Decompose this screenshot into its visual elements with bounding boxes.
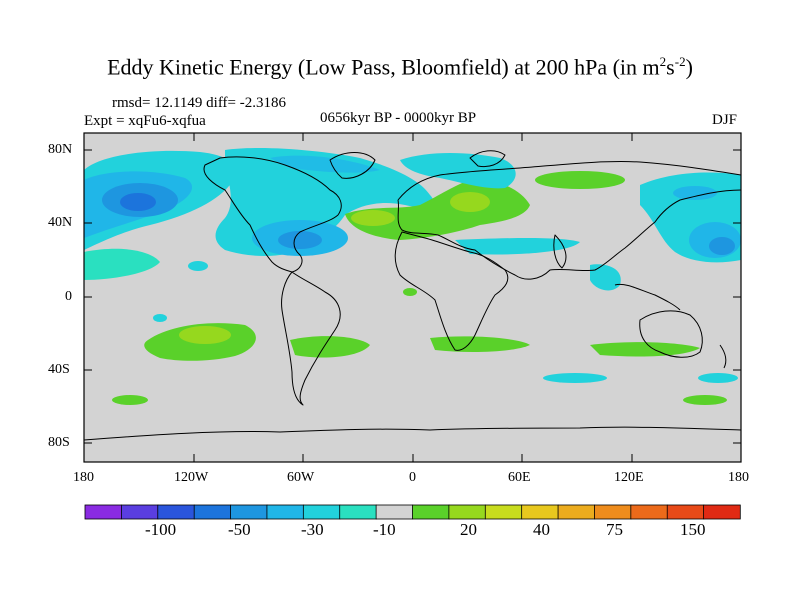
colorbar-label: 40 [533, 520, 550, 539]
colorbar-swatch [193, 504, 232, 520]
colorbar-label: -10 [373, 520, 396, 539]
x-tick-label: 180 [73, 470, 94, 485]
atlantic-small-positive [403, 288, 417, 296]
antarctica-coastline [84, 426, 741, 441]
south-atlantic-positive [430, 336, 530, 353]
colorbar [84, 504, 741, 520]
axis-ticks [84, 133, 741, 462]
y-tick-label: 40S [48, 362, 70, 377]
china-anomaly [590, 264, 621, 291]
colorbar-swatch [302, 504, 341, 520]
x-tick-label: 60E [508, 470, 531, 485]
colorbar-swatch [266, 504, 305, 520]
colorbar-swatch [157, 504, 195, 520]
small-negative-anomaly [153, 314, 167, 322]
colorbar-swatch [666, 504, 705, 520]
colorbar-swatch [484, 504, 523, 520]
colorbar-swatch [594, 504, 632, 520]
south-america-positive [290, 336, 370, 358]
colorbar-label: -100 [145, 520, 177, 539]
x-tick-label: 0 [409, 470, 416, 485]
season-label: DJF [712, 112, 738, 128]
coastlines [84, 150, 741, 441]
x-tick-label: 120E [614, 470, 644, 485]
north-america-core [270, 155, 380, 173]
scandinavia-anomaly [400, 153, 516, 189]
stats-label: rmsd= 12.1149 diff= -2.3186 [112, 95, 286, 111]
x-tick-label: 120W [174, 470, 209, 485]
colorbar-label: 75 [606, 520, 623, 539]
colorbar-swatch [557, 504, 596, 520]
india-coastline [553, 234, 567, 269]
far-south-positive-east [683, 395, 727, 405]
eurasia-south-coastline [397, 189, 741, 280]
aleutian-anomaly [673, 186, 717, 200]
south-america-coastline [281, 271, 341, 406]
mediterranean-peak [351, 210, 395, 226]
x-tick-label: 60W [287, 470, 315, 485]
greenland-coastline [329, 152, 376, 179]
europe-peak [450, 192, 490, 212]
experiment-label: Expt = xqFu6-xqfua [84, 113, 206, 129]
siberia-positive-anomaly [535, 171, 625, 189]
colorbar-label: 20 [460, 520, 477, 539]
far-south-positive-west [112, 395, 148, 405]
x-tick-label: 180 [728, 470, 749, 485]
indonesia-coastline [614, 283, 681, 311]
colorbar-swatch [375, 504, 414, 520]
colorbar-label: -30 [301, 520, 324, 539]
indian-ocean-positive [590, 342, 700, 357]
plot-title: Eddy Kinetic Energy (Low Pass, Bloomfiel… [107, 54, 693, 80]
colorbar-swatch [448, 504, 486, 520]
small-pacific-anomaly [188, 261, 208, 271]
colorbar-label: -50 [228, 520, 251, 539]
eurasia-north-coastline [397, 161, 741, 201]
y-tick-label: 80S [48, 435, 70, 450]
east-pacific-anomaly [84, 248, 160, 280]
colorbar-swatch [120, 504, 159, 520]
y-tick-label: 40N [48, 215, 73, 230]
north-atlantic-peak [278, 231, 322, 249]
new-zealand-coastline [719, 344, 727, 369]
colorbar-swatch [412, 504, 450, 520]
period-label: 0656kyr BP - 0000kyr BP [320, 110, 477, 126]
anomaly-field [84, 147, 741, 441]
colorbar-swatch [521, 504, 559, 520]
west-pacific-peak [709, 237, 735, 255]
south-pacific-peak [179, 326, 231, 344]
africa-coastline [394, 231, 509, 351]
asia-negative-band [455, 238, 580, 255]
colorbar-swatch [339, 504, 377, 520]
south-pacific-negative [698, 373, 738, 383]
colorbar-swatch [703, 504, 741, 520]
colorbar-label: 150 [680, 520, 706, 539]
southern-ocean-negative [543, 373, 607, 383]
colorbar-swatch [230, 504, 268, 520]
y-tick-label: 0 [65, 289, 72, 304]
colorbar-swatch [84, 504, 123, 520]
colorbar-swatch [630, 504, 668, 520]
australia-coastline [639, 310, 703, 358]
y-tick-label: 80N [48, 142, 73, 157]
north-pacific-peak [120, 193, 156, 211]
north-america-coastline [203, 156, 342, 273]
scandinavia-coastline [469, 150, 506, 168]
